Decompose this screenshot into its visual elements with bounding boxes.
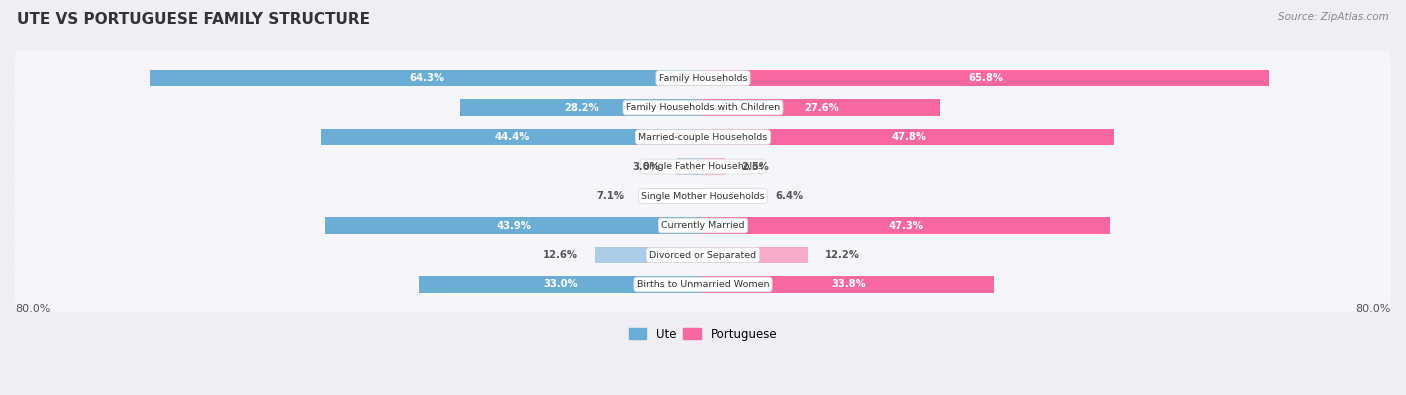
Text: Family Households with Children: Family Households with Children [626,103,780,112]
FancyBboxPatch shape [15,139,1391,194]
Bar [461,100,703,116]
Text: Single Father Households: Single Father Households [643,162,763,171]
Bar [703,217,1109,233]
Bar [703,276,994,293]
Text: Family Households: Family Households [659,73,747,83]
Bar [703,70,1268,86]
Text: 64.3%: 64.3% [409,73,444,83]
FancyBboxPatch shape [15,227,1391,283]
Bar [643,188,703,204]
Bar [419,276,703,293]
Text: Births to Unmarried Women: Births to Unmarried Women [637,280,769,289]
Text: 43.9%: 43.9% [496,220,531,231]
Text: 28.2%: 28.2% [564,103,599,113]
Text: UTE VS PORTUGUESE FAMILY STRUCTURE: UTE VS PORTUGUESE FAMILY STRUCTURE [17,12,370,27]
Bar [703,247,808,263]
Text: 44.4%: 44.4% [495,132,530,142]
Bar [321,129,703,145]
FancyBboxPatch shape [15,109,1391,165]
Text: 80.0%: 80.0% [15,304,51,314]
Text: Source: ZipAtlas.com: Source: ZipAtlas.com [1278,12,1389,22]
Text: 80.0%: 80.0% [1355,304,1391,314]
Text: 6.4%: 6.4% [775,191,803,201]
Text: Married-couple Households: Married-couple Households [638,133,768,141]
FancyBboxPatch shape [15,50,1391,106]
Text: 12.6%: 12.6% [543,250,578,260]
Bar [595,247,703,263]
Bar [703,158,724,175]
Bar [703,188,758,204]
Text: 47.3%: 47.3% [889,220,924,231]
Bar [703,129,1114,145]
Bar [150,70,703,86]
Text: 27.6%: 27.6% [804,103,839,113]
Bar [678,158,703,175]
FancyBboxPatch shape [15,80,1391,135]
Text: 2.5%: 2.5% [742,162,769,171]
Text: 65.8%: 65.8% [969,73,1004,83]
Text: 33.0%: 33.0% [544,280,578,290]
Bar [703,100,941,116]
Text: Currently Married: Currently Married [661,221,745,230]
Text: 7.1%: 7.1% [596,191,624,201]
Text: 33.8%: 33.8% [831,280,866,290]
Text: Single Mother Households: Single Mother Households [641,192,765,201]
FancyBboxPatch shape [15,168,1391,224]
Text: 3.0%: 3.0% [633,162,659,171]
Text: Divorced or Separated: Divorced or Separated [650,250,756,260]
FancyBboxPatch shape [15,198,1391,253]
FancyBboxPatch shape [15,257,1391,312]
Legend: Ute, Portuguese: Ute, Portuguese [624,323,782,345]
Bar [325,217,703,233]
Text: 12.2%: 12.2% [825,250,860,260]
Text: 47.8%: 47.8% [891,132,927,142]
